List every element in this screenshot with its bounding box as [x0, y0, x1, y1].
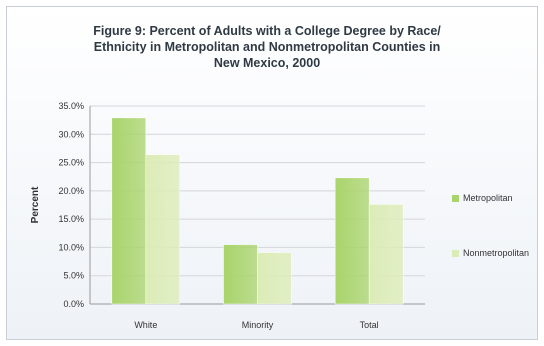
legend-swatch: [452, 195, 459, 202]
bar-nonmetropolitan-white: [145, 154, 181, 305]
y-tick-label: 30.0%: [58, 129, 84, 139]
bar-nonmetropolitan-minority: [257, 252, 292, 305]
x-tick-label: Minority: [242, 320, 274, 330]
x-tick-label: Total: [360, 320, 379, 330]
y-tick-label: 5.0%: [63, 271, 84, 281]
bar-metropolitan-minority: [223, 244, 258, 305]
y-tick-label: 25.0%: [58, 158, 84, 168]
legend-label: Nonmetropolitan: [463, 248, 529, 258]
legend-swatch: [452, 250, 459, 257]
bar-metropolitan-white: [111, 117, 147, 305]
y-tick-label: 0.0%: [63, 299, 84, 309]
y-axis-title: Percent: [30, 186, 41, 223]
chart-title-line-2: Ethnicity in Metropolitan and Nonmetropo…: [93, 40, 441, 54]
bar-nonmetropolitan-total: [368, 204, 404, 305]
y-tick-label: 35.0%: [58, 101, 84, 111]
x-tick-label: White: [134, 320, 157, 330]
legend-label: Metropolitan: [463, 193, 513, 203]
chart-title: Figure 9: Percent of Adults with a Colle…: [47, 23, 487, 71]
y-tick-label: 10.0%: [58, 242, 84, 252]
y-tick-label: 20.0%: [58, 186, 84, 196]
chart-title-line-1: Figure 9: Percent of Adults with a Colle…: [93, 24, 441, 38]
bar-metropolitan-total: [334, 177, 370, 305]
y-tick-label: 15.0%: [58, 214, 84, 224]
chart-title-line-3: New Mexico, 2000: [213, 56, 321, 70]
